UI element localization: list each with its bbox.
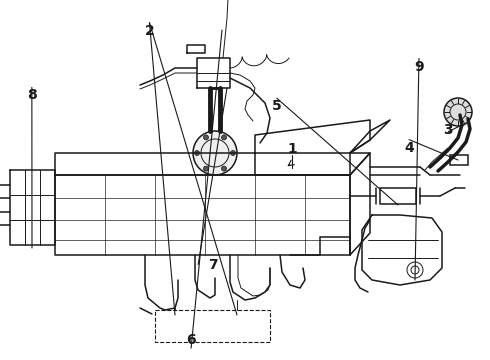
Text: 7: 7 [208, 258, 218, 271]
Bar [380, 188, 416, 204]
Circle shape [221, 135, 226, 140]
Circle shape [203, 166, 209, 171]
Circle shape [230, 150, 236, 156]
Text: 1: 1 [287, 142, 297, 156]
Circle shape [221, 166, 226, 171]
Text: 2: 2 [145, 24, 154, 37]
Circle shape [444, 98, 472, 126]
Circle shape [195, 150, 199, 156]
Circle shape [203, 135, 209, 140]
Bar [155, 310, 270, 342]
Circle shape [193, 131, 237, 175]
Text: 3: 3 [443, 123, 453, 136]
Text: 5: 5 [272, 99, 282, 113]
Text: 8: 8 [27, 89, 37, 102]
Text: 6: 6 [186, 333, 196, 347]
Text: 9: 9 [414, 60, 424, 73]
Text: 4: 4 [404, 141, 414, 154]
Bar [450, 155, 468, 165]
